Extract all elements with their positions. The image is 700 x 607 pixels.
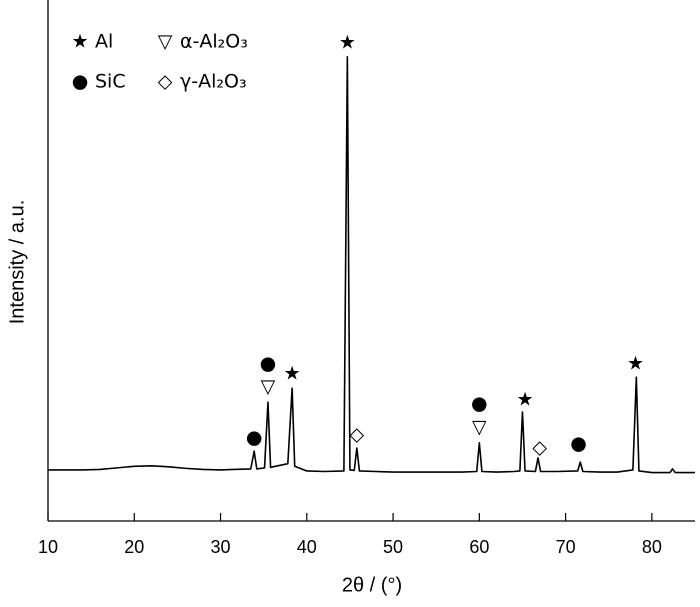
peak-marker: ● bbox=[570, 432, 587, 454]
legend-label: α-Al₂O₃ bbox=[180, 31, 248, 53]
x-axis-label: 2θ / (°) bbox=[342, 574, 402, 596]
peak-marker: ★ bbox=[627, 353, 644, 375]
peak-marker: ★ bbox=[284, 363, 301, 385]
peak-marker: ● bbox=[471, 392, 488, 414]
legend-label: Al bbox=[95, 31, 113, 53]
x-tick-label: 70 bbox=[556, 537, 576, 557]
legend-symbol: ★ bbox=[71, 31, 88, 53]
x-tick-label: 30 bbox=[211, 537, 231, 557]
peak-marker: ▽ bbox=[261, 376, 276, 398]
x-tick-label: 40 bbox=[297, 537, 317, 557]
peak-marker: ★ bbox=[517, 389, 534, 411]
legend-symbol: ◇ bbox=[158, 71, 173, 93]
legend-symbol: ● bbox=[72, 71, 89, 93]
peak-marker: ★ bbox=[339, 32, 356, 54]
x-tick-label: 50 bbox=[383, 537, 403, 557]
x-tick-label: 60 bbox=[469, 537, 489, 557]
x-tick-label: 10 bbox=[38, 537, 58, 557]
peak-marker: ◇ bbox=[350, 424, 365, 446]
legend-label: γ-Al₂O₃ bbox=[180, 71, 247, 93]
x-tick-label: 20 bbox=[124, 537, 144, 557]
y-axis-label: Intensity / a.u. bbox=[6, 200, 28, 325]
xrd-line bbox=[48, 55, 695, 474]
peak-marker: ◇ bbox=[532, 437, 547, 459]
legend-symbol: ▽ bbox=[158, 31, 173, 53]
legend-label: SiC bbox=[95, 71, 126, 93]
peak-marker: ● bbox=[260, 353, 277, 375]
x-tick-label: 80 bbox=[642, 537, 662, 557]
peak-marker: ● bbox=[246, 427, 263, 449]
peak-marker: ▽ bbox=[472, 416, 487, 438]
